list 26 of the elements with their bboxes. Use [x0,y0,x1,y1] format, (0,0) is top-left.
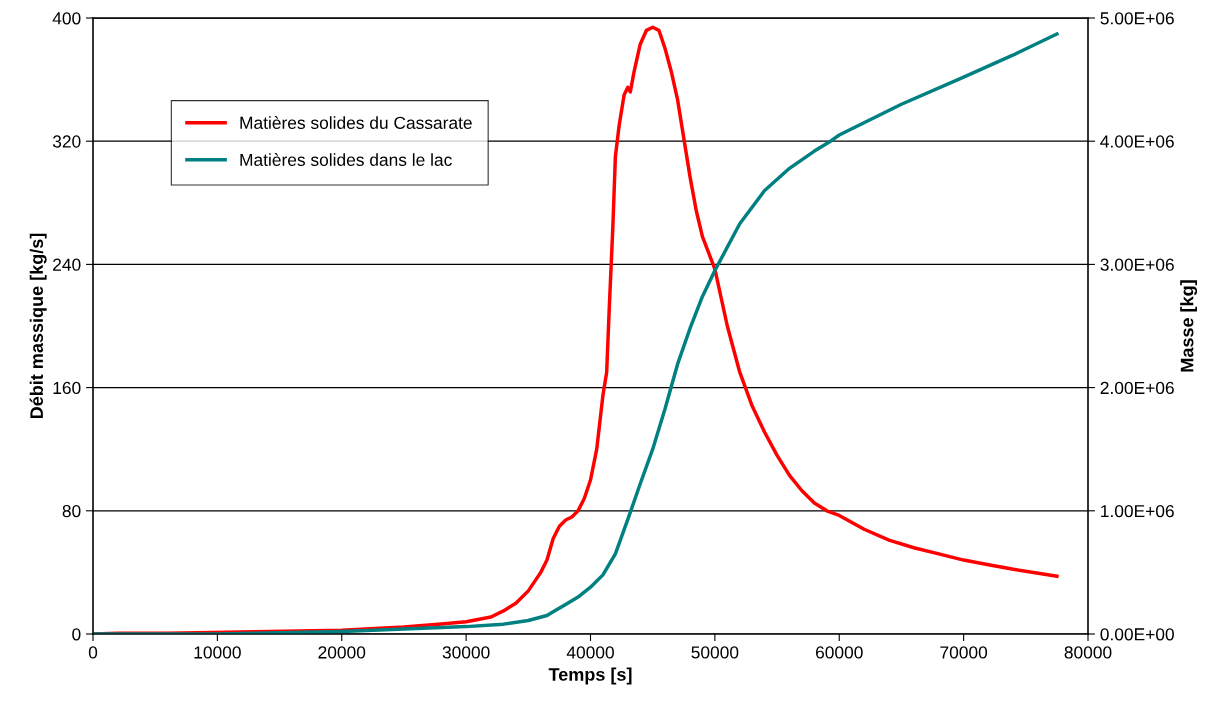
x-tick-label: 50000 [691,646,739,659]
x-tick-label: 80000 [1064,646,1112,659]
legend-label: Matières solides dans le lac [240,153,452,166]
y-axis-title: Débit massique [kg/s] [29,233,47,419]
y2-tick-label: 3.00E+06 [1100,258,1174,271]
x-tick-label: 60000 [816,646,863,659]
x-tick-label: 20000 [318,646,366,659]
y2-tick-label: 5.00E+06 [1100,12,1174,25]
y2-tick-label: 0.00E+00 [1100,628,1174,641]
y-tick-label: 0 [72,628,81,641]
legend-label: Matières solides du Cassarate [240,116,472,129]
y2-axis-title: Masse [kg] [1180,280,1198,372]
y-tick-label: 400 [52,12,81,25]
y-tick-label: 240 [53,258,81,271]
x-tick-label: 40000 [566,646,614,659]
y-tick-label: 160 [53,381,81,395]
x-tick-label: 0 [88,646,98,659]
y2-tick-label: 1.00E+06 [1101,504,1174,518]
x-tick-label: 10000 [194,646,241,659]
x-tick-label: 30000 [442,646,490,659]
y-tick-label: 320 [52,135,81,148]
y2-tick-label: 2.00E+06 [1100,381,1174,395]
x-tick-label: 70000 [940,646,988,659]
y-tick-label: 80 [62,504,81,518]
x-axis-title: Temps [s] [548,667,632,685]
y2-tick-label: 4.00E+06 [1100,135,1174,148]
